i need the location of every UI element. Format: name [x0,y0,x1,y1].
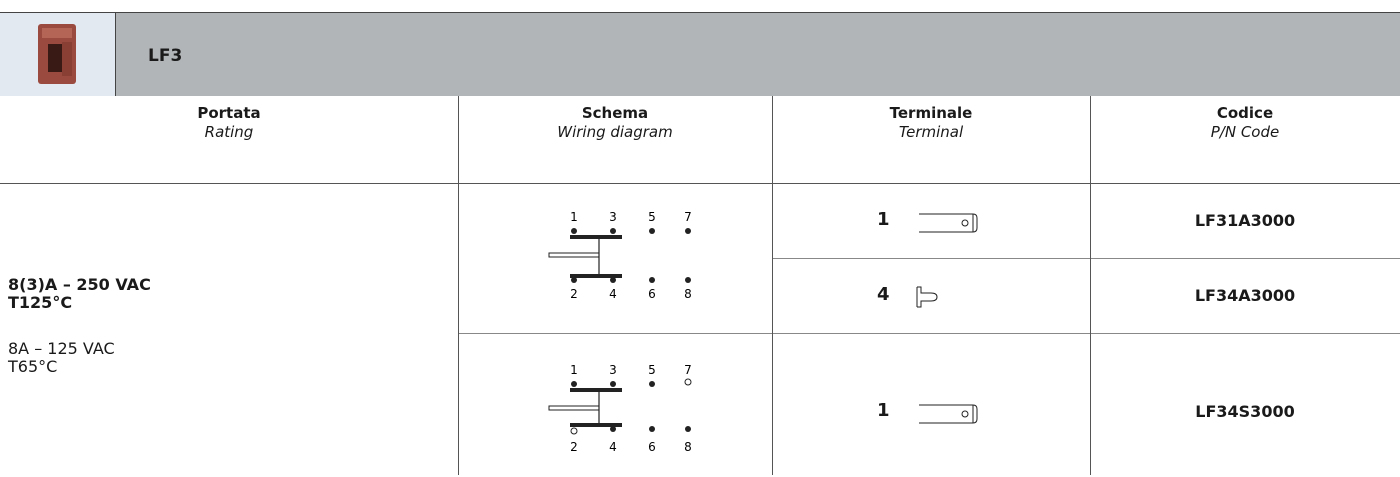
pin-label: 8 [684,287,692,301]
pin-label: 1 [570,210,578,224]
product-image [38,24,76,84]
column-rule [1090,96,1091,475]
header-bar [0,12,1400,96]
column-label: Codice [1216,104,1274,122]
pin-label: 2 [570,440,578,454]
column-rule [458,96,459,475]
product-title: LF3 [148,46,183,66]
rating-primary: 8(3)A – 250 VAC T125°C [8,276,151,312]
row-rule [458,333,1400,334]
rating-secondary: 8A – 125 VAC T65°C [8,340,115,376]
pin-label: 8 [684,440,692,454]
header-divider [115,12,116,96]
top-rule [0,12,1400,13]
column-header: Terminale Terminal [772,104,1090,142]
terminal-icon [919,213,978,233]
pin-label: 4 [609,287,617,301]
pin-label: 3 [609,210,617,224]
rating-line: T65°C [8,357,58,376]
terminal-number: 1 [877,209,890,230]
pin-label: 3 [609,363,617,377]
terminal-icon [916,286,938,308]
rating-line: T125°C [8,293,73,312]
terminal-number: 1 [877,400,890,421]
column-sublabel: Wiring diagram [557,123,673,141]
pin-label: 7 [684,210,692,224]
part-code: LF34A3000 [1194,286,1296,305]
column-sublabel: Rating [204,123,254,141]
column-header: Schema Wiring diagram [458,104,772,142]
terminal-number: 4 [877,284,890,305]
pin-label: 2 [570,287,578,301]
wiring-diagram: 1 3 5 7 2 4 6 8 [548,363,692,454]
pin-label: 6 [648,440,656,454]
terminal-icon [919,404,978,424]
rating-line: 8A – 125 VAC [8,339,115,358]
row-rule [772,258,1400,259]
product-image-cell [0,12,115,96]
part-code: LF31A3000 [1194,211,1296,230]
column-sublabel: P/N Code [1210,123,1280,141]
wiring-diagram: 1 3 5 7 2 4 6 8 [548,210,692,301]
column-header: Codice P/N Code [1090,104,1400,142]
column-rule [772,96,773,475]
pin-label: 6 [648,287,656,301]
pin-label: 4 [609,440,617,454]
rating-line: 8(3)A – 250 VAC [8,275,151,294]
part-code: LF34S3000 [1195,402,1295,421]
pin-label: 5 [648,210,656,224]
pin-label: 7 [684,363,692,377]
column-label: Schema [581,104,649,122]
column-label: Terminale [889,104,973,122]
column-label: Portata [197,104,261,122]
column-header: Portata Rating [0,104,458,142]
pin-label: 1 [570,363,578,377]
pin-label: 5 [648,363,656,377]
column-sublabel: Terminal [898,123,964,141]
header-rule [0,183,1400,184]
